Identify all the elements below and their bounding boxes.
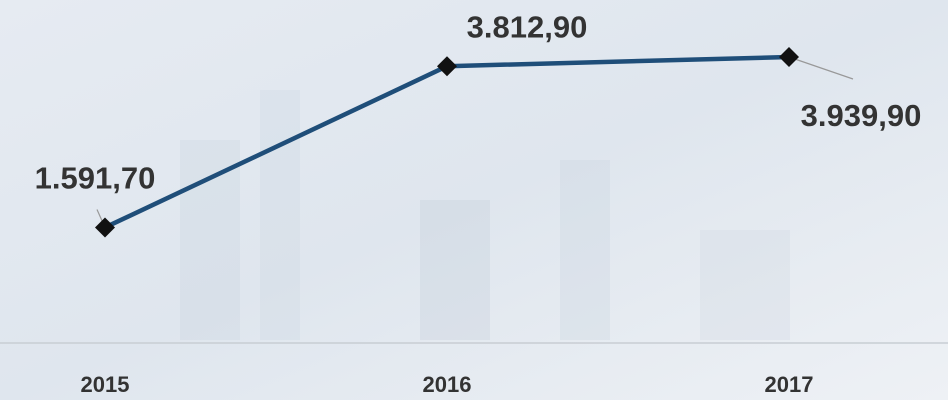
data-label: 1.591,70	[35, 161, 156, 196]
x-tick-label: 2015	[81, 372, 130, 397]
data-label: 3.939,90	[801, 98, 922, 133]
x-tick-label: 2017	[765, 372, 814, 397]
data-label: 3.812,90	[467, 9, 588, 44]
x-tick-label: 2016	[423, 372, 472, 397]
page: 1.591,7020153.812,9020163.939,902017 (()…	[0, 0, 948, 400]
chart: 1.591,70 2015 3.812,90 2016 3.939,90 2017	[0, 0, 948, 400]
